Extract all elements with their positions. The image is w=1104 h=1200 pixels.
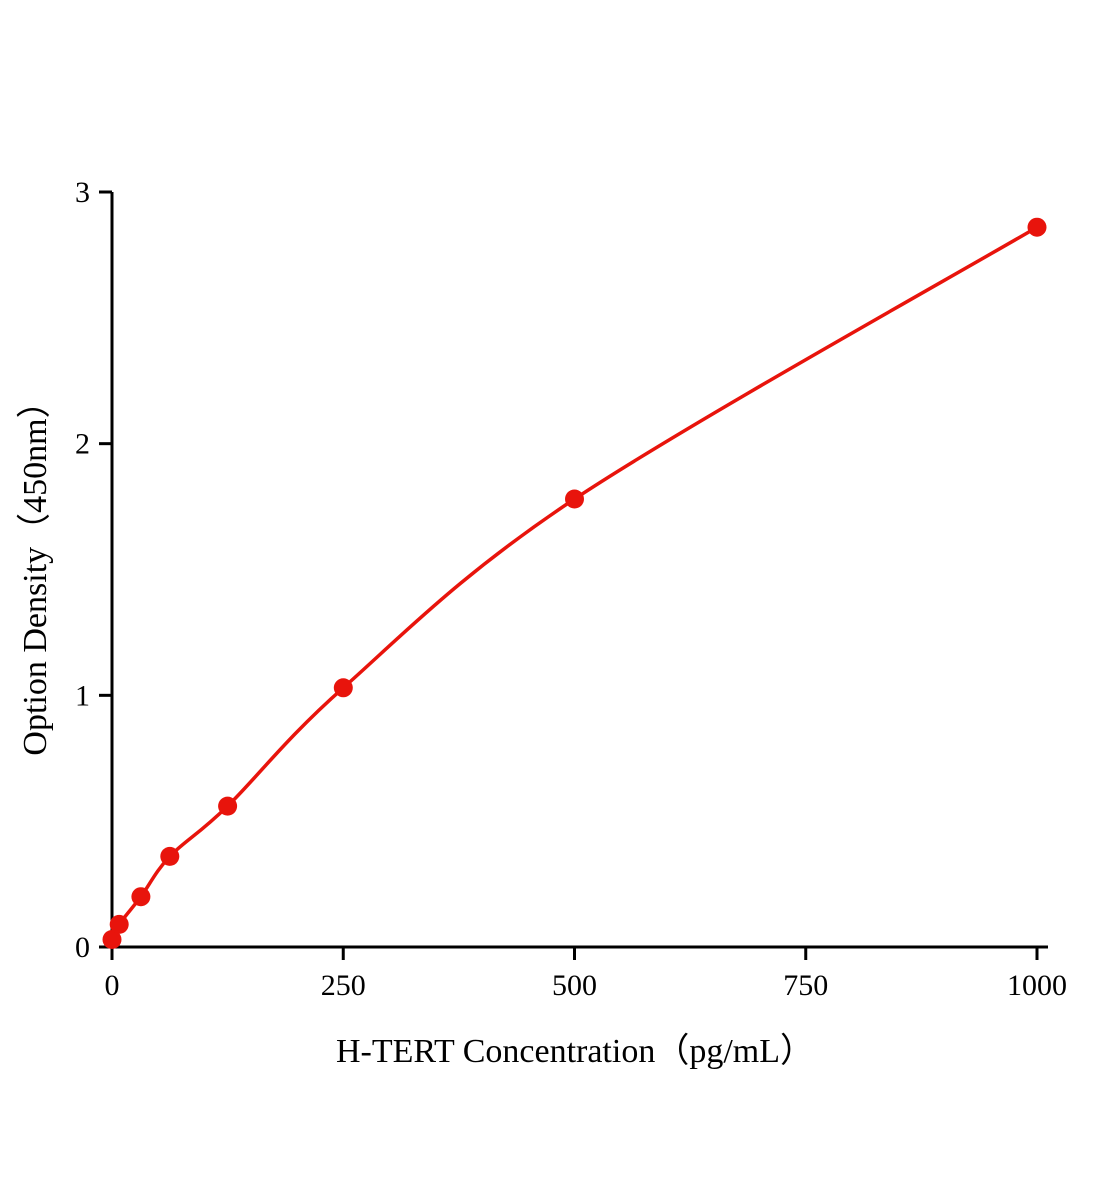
- y-axis-title: Option Density（450nm）: [16, 384, 54, 755]
- x-tick-label: 750: [783, 969, 828, 1002]
- x-tick-label: 1000: [1007, 969, 1067, 1002]
- y-tick-label: 3: [75, 176, 90, 209]
- x-tick-label: 500: [552, 969, 597, 1002]
- x-axis-title: H-TERT Concentration（pg/mL）: [336, 1032, 814, 1070]
- x-tick-label: 250: [321, 969, 366, 1002]
- data-point-marker: [109, 914, 129, 934]
- data-point-marker: [333, 678, 353, 698]
- standard-curve-line: [110, 225, 1039, 942]
- data-point-marker: [160, 846, 180, 866]
- y-tick-label: 1: [75, 679, 90, 712]
- data-point-marker: [102, 930, 122, 949]
- x-tick-label: 0: [105, 969, 120, 1002]
- data-point-marker: [565, 489, 584, 509]
- y-tick-label: 2: [75, 428, 90, 461]
- y-tick-label: 0: [75, 931, 90, 964]
- data-point-marker: [1027, 217, 1047, 237]
- data-point-marker: [218, 796, 238, 816]
- plot-area: 0 250 500 750 1000 0 1 2 3: [75, 176, 1067, 1002]
- data-point-marker: [131, 887, 151, 907]
